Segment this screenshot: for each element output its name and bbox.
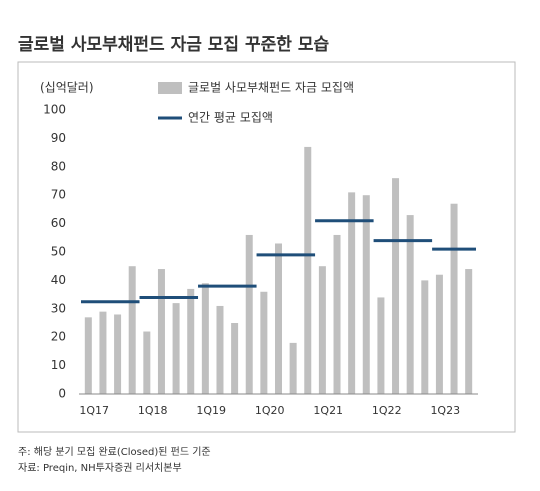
bar	[362, 195, 370, 394]
footnote: 자료: Preqin, NH투자증권 리서치본부	[18, 462, 182, 474]
y-axis-label: (십억달러)	[40, 81, 94, 95]
bar	[304, 146, 312, 394]
bar	[275, 243, 282, 394]
bar	[84, 317, 92, 394]
bar	[231, 323, 239, 394]
bar	[435, 274, 443, 394]
y-tick-label: 10	[51, 358, 66, 372]
y-tick-label: 80	[51, 159, 66, 173]
bar	[377, 297, 385, 394]
legend-label: 글로벌 사모부채펀드 자금 모집액	[188, 81, 354, 95]
y-tick-label: 90	[51, 131, 66, 145]
y-tick-label: 100	[43, 103, 66, 117]
bar	[465, 269, 473, 394]
x-tick-label: 1Q18	[138, 404, 168, 417]
bar	[421, 280, 429, 394]
bar	[406, 215, 414, 394]
y-tick-label: 0	[58, 387, 66, 401]
y-tick-label: 30	[51, 301, 66, 315]
x-tick-label: 1Q23	[430, 404, 460, 417]
bar	[216, 305, 224, 394]
y-tick-label: 20	[51, 330, 66, 344]
bar	[289, 342, 297, 394]
y-tick-label: 50	[51, 245, 66, 259]
footnote: 주: 해당 분기 모집 완료(Closed)된 펀드 기준	[18, 445, 211, 458]
y-tick-label: 40	[51, 273, 66, 287]
bar	[157, 269, 165, 394]
bar	[333, 234, 341, 394]
bar	[201, 283, 209, 394]
bar	[318, 266, 326, 394]
x-tick-label: 1Q19	[196, 404, 226, 417]
bar	[187, 288, 195, 394]
bar	[392, 178, 400, 394]
bar	[348, 192, 356, 394]
legend-swatch	[158, 82, 182, 94]
bar	[260, 291, 268, 394]
bar	[99, 311, 107, 394]
x-tick-label: 1Q20	[255, 404, 285, 417]
legend-label: 연간 평균 모집액	[188, 111, 273, 125]
bar	[128, 266, 136, 394]
bar	[245, 234, 253, 394]
x-tick-label: 1Q22	[372, 404, 402, 417]
x-tick-label: 1Q17	[79, 404, 109, 417]
x-tick-label: 1Q21	[313, 404, 343, 417]
bar	[172, 303, 180, 394]
bar	[450, 203, 458, 394]
chart-title: 글로벌 사모부채펀드 자금 모집 꾸준한 모습	[18, 35, 329, 55]
y-tick-label: 70	[51, 188, 66, 202]
bar	[143, 331, 151, 394]
chart-frame	[17, 61, 516, 433]
bar	[114, 314, 122, 394]
y-tick-label: 60	[51, 216, 66, 230]
